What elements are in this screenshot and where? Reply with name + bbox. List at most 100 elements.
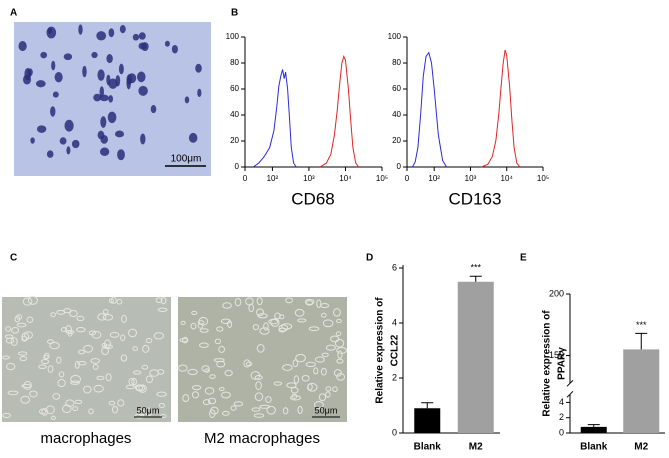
cell [197,88,202,98]
cell [71,139,80,149]
cell [91,330,102,339]
cell [38,364,47,370]
x-tick-label: 10² [267,174,279,183]
cell [24,68,32,80]
cell [58,371,65,378]
cell [126,77,131,90]
cell [24,331,33,339]
cell [116,298,123,305]
cell [132,346,138,352]
cell [150,105,157,114]
cell [23,381,32,390]
cell [195,63,202,73]
cell [65,329,75,334]
cell [29,390,38,398]
cell [313,400,324,409]
cell [297,318,307,323]
cell [2,355,10,360]
cell [39,408,47,415]
cell [191,391,200,399]
cell [102,308,109,315]
cell [301,374,310,382]
cell [199,328,209,333]
cell [107,111,117,124]
x-tick-label: Blank [580,442,608,453]
cell [51,60,56,71]
cell [281,323,293,330]
cell [7,390,19,396]
cell [36,125,47,133]
cell [153,332,164,340]
y-tick-label: 60 [230,84,239,93]
cell [330,335,340,343]
cell [77,360,87,366]
cell [52,91,59,98]
cell [182,336,189,344]
cell [17,351,28,356]
cell [290,395,301,401]
cell [278,324,289,332]
cell [101,346,109,356]
cell [19,356,28,362]
cell [135,384,146,392]
cell [305,361,316,368]
cell [117,399,125,407]
cell [138,384,147,393]
cell [46,150,54,158]
cell [243,359,251,368]
cell [270,318,280,327]
panel-label: C [10,253,17,264]
cell [91,51,98,59]
cell [295,353,306,363]
cell [132,33,140,41]
histogram-curve [252,69,297,168]
cell [335,331,342,337]
x-tick-label: 10⁴ [339,174,352,183]
cell [72,406,79,412]
cell [76,327,86,333]
cell [49,341,60,350]
y-tick-label: 150 [549,350,564,360]
cell [119,25,126,34]
x-axis-title: CD163 [449,189,502,208]
cell [96,375,105,381]
cell [137,409,146,416]
x-tick-label: M2 [634,442,648,453]
cell [282,364,293,371]
y-tick-label: 0 [235,162,240,171]
axis-break [566,379,574,398]
cell [221,391,231,399]
cell [216,326,224,332]
cell [52,393,61,400]
cell [76,315,85,322]
cell [234,297,242,307]
x-tick-label: 0 [405,174,410,183]
cell [74,399,83,405]
cell [285,297,294,304]
cell [337,350,343,359]
cell [108,400,116,406]
cell [251,407,261,412]
y-tick-label: 2 [392,372,397,382]
cell [70,380,80,385]
cell [164,40,170,47]
cell [256,308,264,317]
cell [253,413,265,418]
panel-label: E [520,253,527,264]
cell [43,354,49,360]
cell [308,326,320,332]
cells [18,24,202,161]
cell [220,318,231,324]
cell [333,308,341,317]
cell [290,386,299,394]
cell [157,369,165,375]
cell [315,356,325,363]
y-axis-title: Relative expression of [542,310,553,417]
y-tick-label: 0 [397,162,402,171]
y-tick-label: 4 [392,317,397,327]
cell [230,405,237,411]
cell [11,326,20,334]
caption: M2 macrophages [204,430,320,447]
cell [294,308,305,317]
cell [47,365,54,373]
